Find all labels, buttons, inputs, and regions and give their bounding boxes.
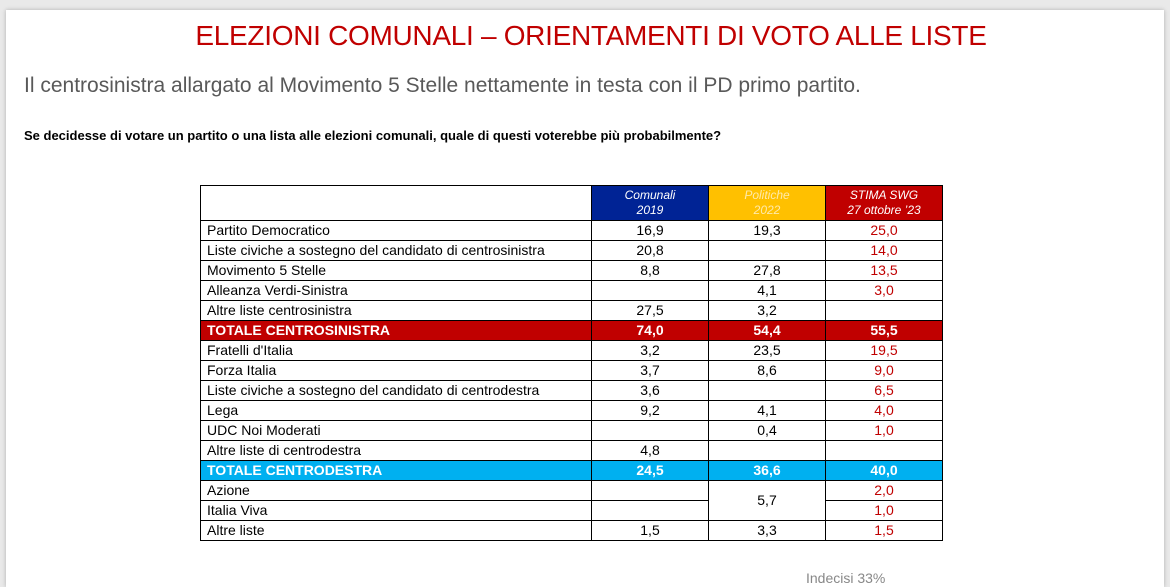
table-row: Italia Viva 1,0	[200, 500, 943, 521]
table-row: Partito Democratico 16,9 19,3 25,0	[200, 220, 943, 241]
value-stima-swg: 14,0	[825, 240, 943, 261]
party-name: Forza Italia	[200, 360, 592, 381]
value-comunali-2019: 9,2	[591, 400, 709, 421]
party-name: Lega	[200, 400, 592, 421]
value-stima-swg: 55,5	[825, 320, 943, 341]
party-name: TOTALE CENTRODESTRA	[200, 460, 592, 481]
slide: ELEZIONI COMUNALI – ORIENTAMENTI DI VOTO…	[6, 10, 1164, 587]
value-politiche-2022	[708, 440, 826, 461]
party-name: Azione	[200, 480, 592, 501]
table-row: Altre liste di centrodestra 4,8	[200, 440, 943, 461]
value-comunali-2019: 3,7	[591, 360, 709, 381]
value-stima-swg: 6,5	[825, 380, 943, 401]
value-stima-swg: 40,0	[825, 460, 943, 481]
header-label: Comunali	[624, 188, 676, 202]
value-stima-swg: 1,5	[825, 520, 943, 541]
table-row: Liste civiche a sostegno del candidato d…	[200, 240, 943, 261]
value-stima-swg: 4,0	[825, 400, 943, 421]
value-stima-swg: 25,0	[825, 220, 943, 241]
value-stima-swg: 13,5	[825, 260, 943, 281]
value-politiche-2022: 4,1	[708, 400, 826, 421]
survey-question: Se decidesse di votare un partito o una …	[24, 128, 722, 143]
party-name: Altre liste centrosinistra	[200, 300, 592, 321]
header-comunali-2019: Comunali 2019	[591, 185, 709, 221]
value-comunali-2019: 74,0	[591, 320, 709, 341]
table-row: UDC Noi Moderati 0,4 1,0	[200, 420, 943, 441]
value-comunali-2019: 20,8	[591, 240, 709, 261]
value-stima-swg: 9,0	[825, 360, 943, 381]
party-name: UDC Noi Moderati	[200, 420, 592, 441]
value-politiche-2022: 5,7	[708, 480, 826, 521]
value-politiche-2022: 3,3	[708, 520, 826, 541]
total-centrosinistra-row: TOTALE CENTROSINISTRA 74,0 54,4 55,5	[200, 320, 943, 341]
value-comunali-2019: 3,6	[591, 380, 709, 401]
table-row: Altre liste centrosinistra 27,5 3,2	[200, 300, 943, 321]
value-stima-swg	[825, 440, 943, 461]
subtitle: Il centrosinistra allargato al Movimento…	[24, 74, 861, 97]
table-row: Alleanza Verdi-Sinistra 4,1 3,0	[200, 280, 943, 301]
party-name: Partito Democratico	[200, 220, 592, 241]
party-name: Movimento 5 Stelle	[200, 260, 592, 281]
header-date: 27 ottobre ’23	[847, 203, 921, 217]
value-comunali-2019: 4,8	[591, 440, 709, 461]
party-name: Altre liste di centrodestra	[200, 440, 592, 461]
footnote-indecisi: Indecisi 33%	[806, 570, 886, 586]
table-row: Lega 9,2 4,1 4,0	[200, 400, 943, 421]
page-title: ELEZIONI COMUNALI – ORIENTAMENTI DI VOTO…	[195, 20, 987, 51]
value-comunali-2019: 16,9	[591, 220, 709, 241]
value-politiche-2022: 19,3	[708, 220, 826, 241]
value-stima-swg: 19,5	[825, 340, 943, 361]
party-name: Fratelli d'Italia	[200, 340, 592, 361]
value-comunali-2019: 27,5	[591, 300, 709, 321]
party-name: Italia Viva	[200, 500, 592, 521]
header-year: 2019	[636, 203, 664, 217]
value-comunali-2019	[591, 420, 709, 441]
table-row: Forza Italia 3,7 8,6 9,0	[200, 360, 943, 381]
value-stima-swg: 2,0	[825, 480, 943, 501]
party-name: Liste civiche a sostegno del candidato d…	[200, 380, 592, 401]
value-politiche-2022: 0,4	[708, 420, 826, 441]
value-politiche-2022: 3,2	[708, 300, 826, 321]
value-stima-swg: 1,0	[825, 500, 943, 521]
table-row: Fratelli d'Italia 3,2 23,5 19,5	[200, 340, 943, 361]
table-row: Azione 5,7 2,0	[200, 480, 943, 521]
value-politiche-2022: 8,6	[708, 360, 826, 381]
header-politiche-2022: Politiche 2022	[708, 185, 826, 221]
value-stima-swg: 1,0	[825, 420, 943, 441]
party-name: Alleanza Verdi-Sinistra	[200, 280, 592, 301]
value-comunali-2019	[591, 280, 709, 301]
results-table: Comunali 2019 Politiche 2022 STIMA SWG 2…	[200, 185, 943, 541]
party-name: Liste civiche a sostegno del candidato d…	[200, 240, 592, 261]
header-year: 2022	[753, 203, 781, 217]
table-header-row: Comunali 2019 Politiche 2022 STIMA SWG 2…	[200, 185, 943, 221]
value-politiche-2022: 54,4	[708, 320, 826, 341]
value-comunali-2019	[591, 480, 709, 501]
table-row: Liste civiche a sostegno del candidato d…	[200, 380, 943, 401]
value-comunali-2019: 3,2	[591, 340, 709, 361]
value-comunali-2019: 8,8	[591, 260, 709, 281]
value-politiche-2022	[708, 380, 826, 401]
value-politiche-2022: 36,6	[708, 460, 826, 481]
value-comunali-2019: 1,5	[591, 520, 709, 541]
header-blank-cell	[200, 185, 592, 221]
value-stima-swg	[825, 300, 943, 321]
value-stima-swg: 3,0	[825, 280, 943, 301]
value-politiche-2022	[708, 240, 826, 261]
total-centrodestra-row: TOTALE CENTRODESTRA 24,5 36,6 40,0	[200, 460, 943, 481]
header-label: STIMA SWG	[849, 188, 919, 202]
party-name: TOTALE CENTROSINISTRA	[200, 320, 592, 341]
value-comunali-2019: 24,5	[591, 460, 709, 481]
value-politiche-2022: 23,5	[708, 340, 826, 361]
value-politiche-2022: 4,1	[708, 280, 826, 301]
header-label: Politiche	[744, 188, 790, 202]
header-stima-swg: STIMA SWG 27 ottobre ’23	[825, 185, 943, 221]
value-politiche-2022: 27,8	[708, 260, 826, 281]
value-comunali-2019	[591, 500, 709, 521]
table-row: Altre liste 1,5 3,3 1,5	[200, 520, 943, 541]
table-row: Movimento 5 Stelle 8,8 27,8 13,5	[200, 260, 943, 281]
party-name: Altre liste	[200, 520, 592, 541]
